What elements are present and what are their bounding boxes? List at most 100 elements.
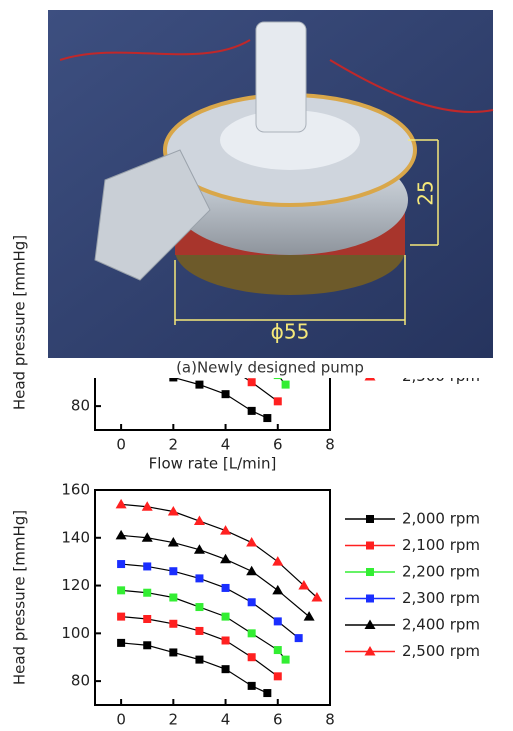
legend-label: 2,000 rpm bbox=[402, 510, 480, 528]
point bbox=[115, 498, 127, 509]
point bbox=[143, 562, 152, 571]
diameter-label: ϕ55 bbox=[271, 320, 310, 344]
point bbox=[167, 537, 179, 547]
x-tick-label: 4 bbox=[221, 436, 231, 454]
dimension-line bbox=[174, 139, 439, 325]
point bbox=[117, 612, 126, 621]
point bbox=[273, 617, 282, 626]
point bbox=[246, 537, 258, 547]
point bbox=[311, 592, 323, 602]
point bbox=[247, 629, 256, 638]
point bbox=[247, 653, 256, 662]
point bbox=[193, 515, 205, 526]
x-tick-label: 6 bbox=[273, 436, 283, 454]
point bbox=[195, 603, 204, 612]
y-tick-label: 80 bbox=[71, 672, 90, 690]
point bbox=[143, 641, 152, 650]
point bbox=[273, 672, 282, 681]
point bbox=[298, 580, 310, 590]
point bbox=[143, 588, 152, 597]
legend-marker bbox=[364, 619, 376, 629]
point bbox=[169, 619, 178, 628]
point bbox=[272, 584, 284, 595]
point bbox=[141, 501, 153, 511]
point bbox=[221, 390, 230, 399]
point bbox=[273, 646, 282, 655]
point bbox=[221, 636, 230, 645]
point bbox=[195, 574, 204, 583]
point bbox=[169, 648, 178, 657]
point bbox=[220, 525, 232, 535]
inlet-tube bbox=[94, 149, 211, 281]
series-line bbox=[121, 563, 300, 639]
point bbox=[272, 556, 284, 566]
legend-marker bbox=[366, 515, 374, 523]
point bbox=[247, 598, 256, 607]
y-axis-title: Head pressure [mmHg] bbox=[11, 510, 29, 685]
point bbox=[247, 406, 256, 415]
point bbox=[220, 553, 232, 564]
y-tick-label: 140 bbox=[61, 528, 90, 546]
y-tick-label: 120 bbox=[61, 576, 90, 594]
point bbox=[221, 583, 230, 592]
point bbox=[281, 655, 290, 664]
legend-marker bbox=[366, 594, 374, 603]
point bbox=[169, 567, 178, 576]
caption-background bbox=[48, 358, 493, 378]
x-tick-label: 2 bbox=[169, 436, 179, 454]
x-tick-label: 6 bbox=[273, 711, 283, 729]
outlet-tube bbox=[255, 21, 307, 133]
photo-caption: (a)Newly designed pump bbox=[176, 359, 364, 377]
series-line bbox=[121, 534, 310, 618]
point bbox=[281, 380, 290, 389]
legend-label: 2,400 rpm bbox=[402, 616, 480, 634]
height-label: 25 bbox=[414, 180, 438, 205]
wire bbox=[59, 39, 494, 113]
legend-label: 2,200 rpm bbox=[402, 563, 480, 581]
y-axis-title: Head pressure [mmHg] bbox=[11, 235, 29, 410]
x-tick-label: 8 bbox=[325, 436, 335, 454]
point bbox=[117, 638, 126, 647]
point bbox=[195, 626, 204, 635]
x-tick-label: 0 bbox=[116, 711, 126, 729]
point bbox=[221, 612, 230, 621]
point bbox=[195, 380, 204, 389]
point bbox=[117, 586, 126, 595]
legend-label: 2,300 rpm bbox=[402, 589, 480, 607]
point bbox=[195, 655, 204, 664]
point bbox=[141, 532, 153, 542]
point bbox=[247, 378, 256, 387]
x-tick-label: 0 bbox=[116, 436, 126, 454]
x-tick-label: 4 bbox=[221, 711, 231, 729]
point bbox=[263, 689, 272, 698]
pump-photo: 25 ϕ55 (a)Newly designed pump bbox=[48, 10, 494, 378]
x-axis-title: Flow rate [L/min] bbox=[149, 455, 277, 473]
plot-frame bbox=[94, 489, 331, 706]
x-tick-label: 8 bbox=[325, 711, 335, 729]
point bbox=[294, 634, 303, 643]
point bbox=[169, 593, 178, 602]
y-tick-label: 80 bbox=[71, 397, 90, 415]
x-axis-title: Flow rate [L/min] bbox=[149, 730, 277, 731]
point bbox=[117, 560, 126, 569]
point bbox=[115, 529, 127, 540]
point bbox=[273, 397, 282, 406]
point bbox=[167, 506, 179, 516]
legend-marker bbox=[366, 568, 374, 576]
legend-marker bbox=[364, 646, 376, 656]
pump-cover bbox=[220, 110, 360, 170]
point bbox=[303, 611, 315, 621]
y-tick-label: 100 bbox=[61, 624, 90, 642]
point bbox=[143, 615, 152, 623]
y-tick-label: 160 bbox=[61, 481, 90, 499]
point bbox=[247, 681, 256, 690]
x-tick-label: 2 bbox=[169, 711, 179, 729]
series-line bbox=[121, 589, 287, 660]
point bbox=[263, 414, 272, 423]
legend-label: 2,500 rpm bbox=[402, 642, 480, 660]
point bbox=[246, 565, 258, 576]
point bbox=[193, 544, 205, 554]
point bbox=[221, 665, 230, 674]
